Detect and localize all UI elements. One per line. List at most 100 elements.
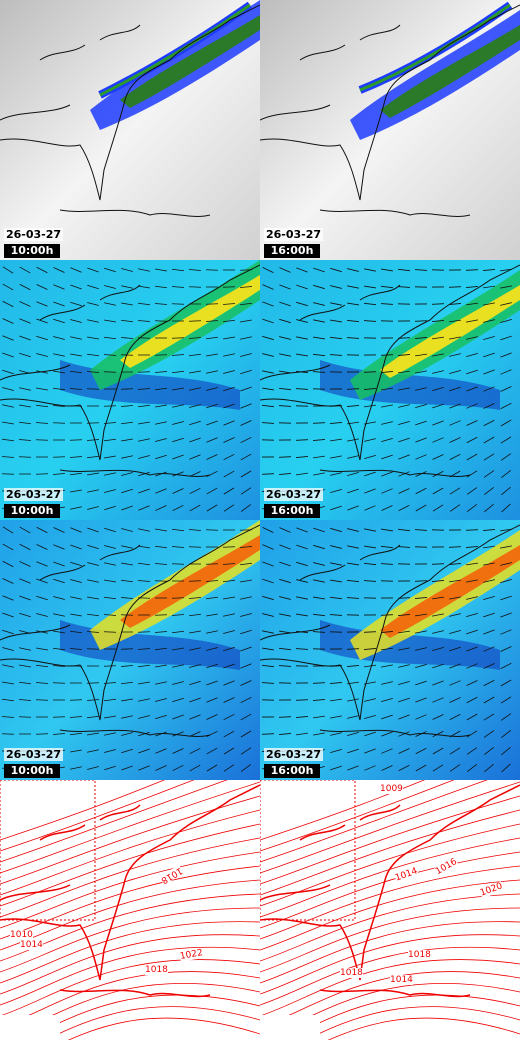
wind-arrow [346,405,360,407]
wind-arrow [86,715,100,719]
wind-arrow [206,764,218,772]
wind-arrow [414,580,428,582]
wind-arrow [206,387,218,391]
wind-arrow [415,487,427,495]
wind-arrow [223,764,235,772]
wind-arrow [397,286,411,288]
wind-arrow [206,697,218,703]
wind-arrow [279,318,291,324]
wind-arrow [2,595,14,601]
wind-arrow [261,733,275,735]
wind-arrow [330,715,342,719]
wind-arrow [313,455,325,459]
wind-arrow [483,730,495,738]
wind-arrow [262,267,274,273]
wind-arrow [432,487,444,495]
wind-arrow [381,698,393,702]
wind-arrow [381,488,393,494]
wind-arrow [312,613,326,617]
wind-arrow [2,283,14,291]
wind-arrow [449,353,461,357]
wind-arrow [70,579,82,583]
wind-arrow [381,471,393,477]
wind-arrow [398,454,410,460]
wind-arrow [138,488,150,494]
wind-arrow [500,419,512,427]
wind-arrow [137,648,151,650]
wind-arrow [432,454,444,460]
wind-arrow [364,528,376,532]
wind-arrow [313,596,325,600]
wind-arrow [121,715,133,719]
wind-arrow [364,438,376,442]
time-label: 10:00h [4,764,60,778]
wind-arrow [262,353,274,357]
wind-arrow [483,545,495,549]
wind-arrow [36,318,48,324]
wind-arrow [87,544,99,550]
wind-arrow [138,748,150,754]
wind-arrow [138,545,150,549]
wind-arrow [262,578,274,584]
wind-arrow [223,420,235,426]
wind-arrow [19,612,31,618]
wind-arrow [364,545,376,549]
wind-arrow [87,579,99,583]
wind-arrow [206,730,218,738]
wind-arrow [500,528,512,532]
wind-arrow [381,454,393,460]
wind-arrow [484,503,494,513]
wind-arrow [347,505,359,511]
wind-arrow [52,422,66,424]
wind-arrow [240,764,252,772]
wind-arrow [432,420,444,426]
wind-arrow [364,748,376,754]
wind-arrow [414,320,428,322]
wind-arrow [330,319,342,323]
wind-arrow [240,696,252,704]
wind-arrow [415,630,427,634]
wind-arrow [19,595,31,601]
wind-arrow [296,267,308,273]
wind-arrow [296,284,308,290]
wind-arrow [432,680,444,686]
blank [260,1015,320,1040]
band-core [380,285,520,378]
wind-arrow [53,284,65,290]
wind-arrow [483,629,495,635]
wind-arrow [120,405,134,407]
wind-arrow [381,404,393,408]
wind-arrow [189,370,201,374]
wind-arrow [415,404,427,408]
wind-arrow [120,665,134,667]
wind-arrow [188,286,202,288]
map-image [260,260,520,520]
wind-arrow [36,284,48,290]
wind-arrow [87,732,99,736]
wind-arrow [2,352,14,358]
wind-arrow [262,544,274,550]
wind-arrow [363,562,377,566]
wind-arrow [240,420,252,426]
wind-arrow [449,403,461,409]
wind-arrow [2,335,14,341]
wind-arrow [121,765,133,771]
wind-arrow [69,388,83,390]
wind-arrow [121,528,133,532]
wind-arrow [104,285,116,289]
wind-arrow [121,302,133,306]
time-label: 16:00h [264,764,320,778]
wind-arrow [397,268,411,272]
wind-arrow [483,302,495,306]
wind-arrow [138,471,150,477]
wind-arrow [398,697,410,703]
isobar [0,823,260,907]
wind-arrow [500,612,512,618]
wind-arrow [154,387,168,391]
wind-arrow [19,352,31,358]
wind-arrow [172,387,184,391]
wind-arrow [363,371,377,373]
wind-arrow [172,697,184,703]
wind-arrow [449,504,461,512]
wind-arrow [87,749,99,753]
